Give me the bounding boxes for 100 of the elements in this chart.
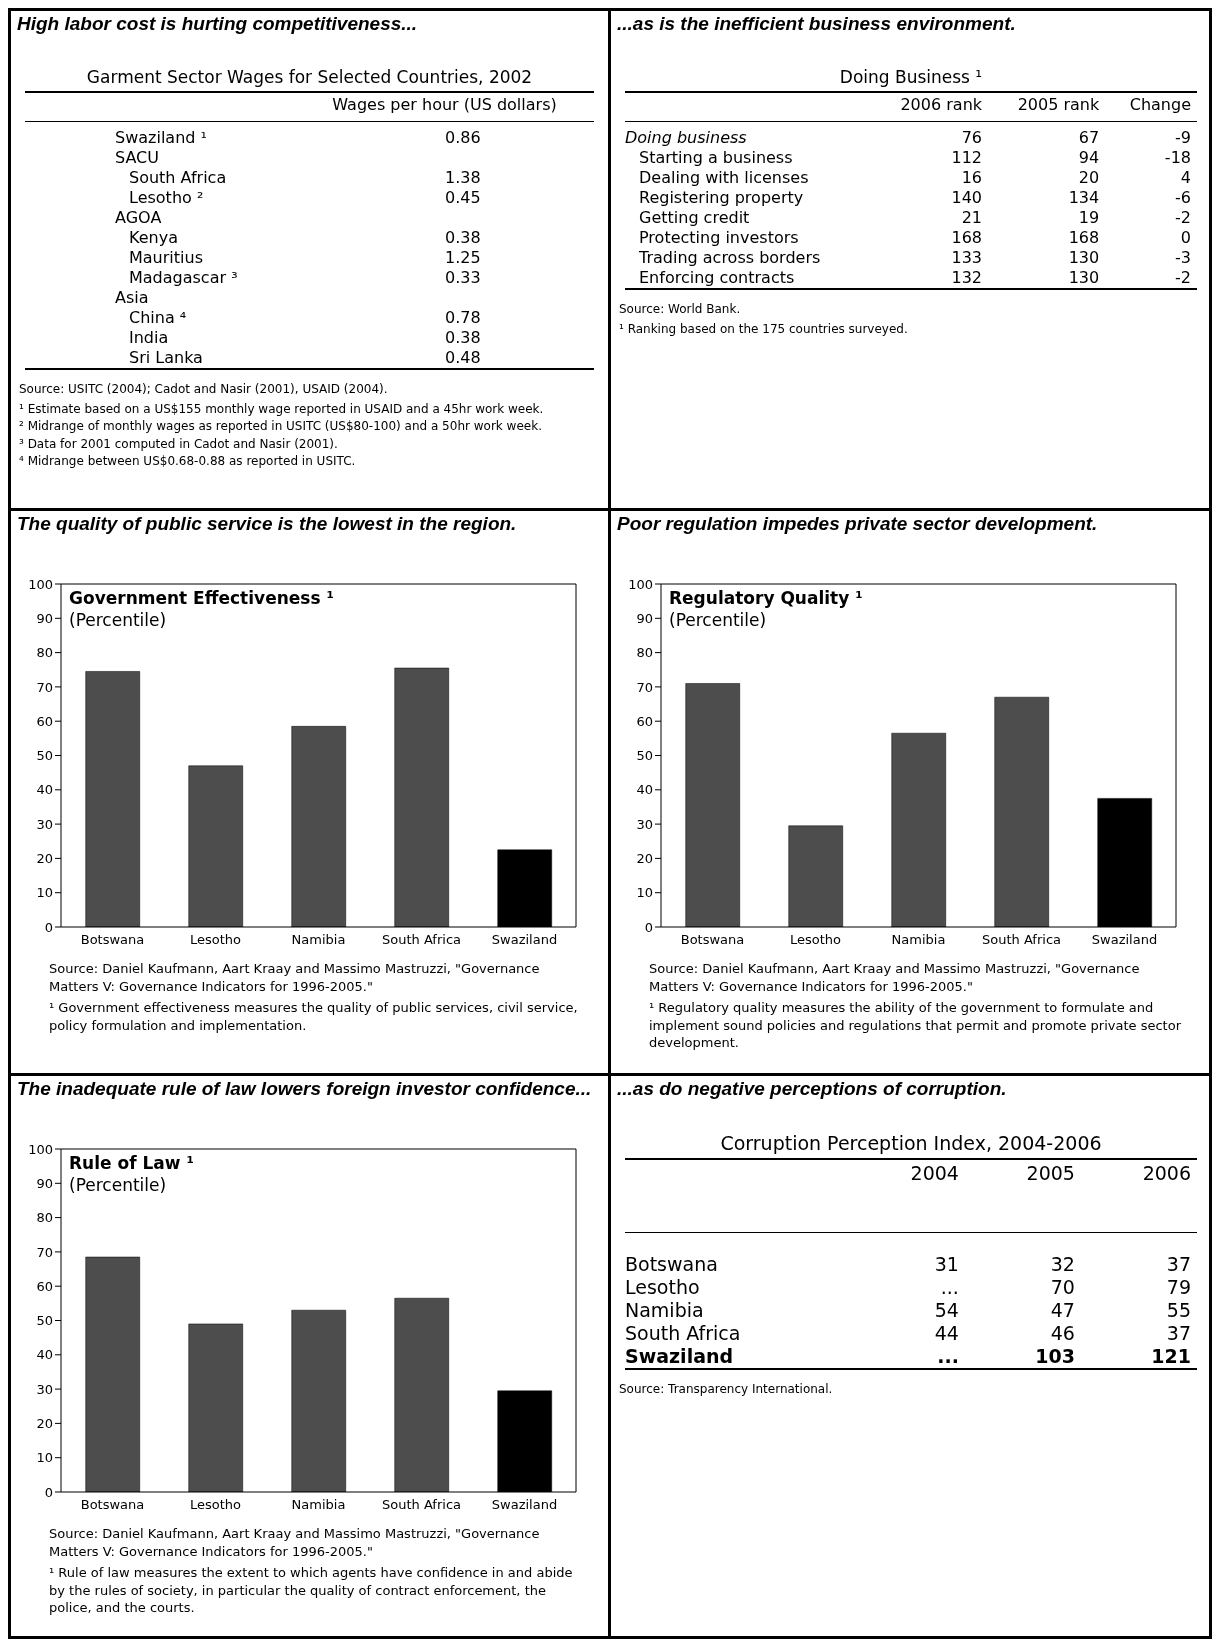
data-label: 67 (1077, 127, 1101, 148)
x-tick-label: Swaziland (491, 1497, 558, 1513)
data-label: 0.48 (444, 348, 482, 369)
data-label: 0.45 (444, 188, 482, 208)
y-tick-label: 0 (44, 919, 53, 935)
y-tick-label: 60 (636, 713, 653, 729)
y-tick-label: 60 (36, 713, 53, 729)
data-label: 70 (1049, 1276, 1076, 1299)
data-label: 0.38 (444, 328, 482, 348)
data-label: 1.25 (444, 248, 482, 268)
text: Garment Sector Wages for Selected Countries, 2002 (85, 67, 534, 87)
y-tick-label: 50 (636, 748, 653, 764)
x-tick-label: Botswana (680, 932, 745, 948)
y-tick-label: 70 (36, 679, 53, 695)
text: ³ Data for 2001 computed in Cadot and Nasir (2001). (19, 435, 339, 452)
x-tick-label: Lesotho (789, 932, 842, 948)
category-label: Lesotho ² (128, 188, 205, 208)
category-label: Sri Lanka (128, 348, 204, 369)
data-label: 47 (1049, 1299, 1076, 1322)
data-label: 94 (1077, 148, 1101, 168)
data-label: 168 (950, 228, 984, 248)
category-label: Dealing with licenses (638, 168, 810, 188)
y-tick-label: 60 (36, 1278, 53, 1294)
y-tick-label: 0 (44, 1484, 53, 1500)
data-label: 134 (1067, 188, 1101, 208)
x-tick-label: Namibia (291, 932, 346, 948)
data-label: 0.38 (444, 228, 482, 248)
y-tick-label: 100 (28, 576, 53, 592)
data-label: -6 (1174, 188, 1192, 208)
data-label: 31 (933, 1252, 960, 1276)
data-label: -18 (1163, 148, 1192, 168)
data-label: 130 (1067, 248, 1101, 268)
text: Wages per hour (US dollars) (331, 94, 558, 116)
data-label: -2 (1174, 268, 1192, 289)
x-tick-label: Namibia (891, 932, 946, 948)
text: 2006 (1141, 1161, 1192, 1186)
data-label: 46 (1049, 1322, 1076, 1345)
data-label: ... (939, 1276, 960, 1299)
data-label: ... (936, 1345, 960, 1369)
category-label: Protecting investors (638, 228, 800, 248)
text: ¹ Rule of law measures the extent to which agents have confidence in and abide by the rules of society, in particular the quality of contract enforcement, the police, and the courts. (49, 1564, 574, 1617)
x-tick-label: South Africa (982, 932, 1061, 948)
y-axis-title: (Percentile) (669, 609, 768, 632)
category-label: Enforcing contracts (638, 268, 796, 289)
data-label: 55 (1165, 1299, 1192, 1322)
data-label: 20 (1077, 168, 1101, 188)
y-tick-label: 30 (36, 1381, 53, 1397)
category-label: Registering property (638, 188, 805, 208)
text: 2006 rank (899, 94, 984, 116)
x-tick-label: Swaziland (491, 932, 558, 948)
y-tick-label: 0 (644, 919, 653, 935)
category-label: Doing business (625, 127, 748, 148)
text: 2005 (1025, 1161, 1076, 1186)
text: ¹ Government effectiveness measures the quality of public services, civil service, policy formulation and implementation. (49, 999, 579, 1035)
y-tick-label: 80 (636, 645, 653, 661)
text: ² Midrange of monthly wages as reported in USITC (US$80-100) and a 50hr work week. (19, 418, 543, 435)
source-note: Source: Daniel Kaufmann, Aart Kraay and Massimo Mastruzzi, "Governance Matters V: Governance Indicators for 1996-2005." (649, 960, 1141, 996)
y-tick-label: 50 (36, 748, 53, 764)
category-label: South Africa (128, 168, 228, 188)
data-label: 16 (960, 168, 984, 188)
data-label: 132 (950, 268, 984, 289)
y-tick-label: 10 (36, 1450, 53, 1466)
y-tick-label: 70 (636, 679, 653, 695)
y-tick-label: 90 (36, 610, 53, 626)
source-note: Source: World Bank. (619, 301, 742, 318)
x-tick-label: South Africa (382, 932, 461, 948)
y-tick-label: 80 (36, 1210, 53, 1226)
y-axis-title: (Percentile) (69, 1174, 168, 1197)
chart-title: The inadequate rule of law lowers foreign investor confidence... (16, 1077, 593, 1101)
text: Change (1128, 94, 1192, 116)
chart-title: Poor regulation impedes private sector development. (616, 512, 1099, 536)
source-note: Source: Transparency International. (619, 1381, 834, 1398)
category-label: Kenya (128, 228, 179, 248)
x-tick-label: Botswana (80, 1497, 145, 1513)
x-tick-label: Namibia (291, 1497, 346, 1513)
data-label: 54 (933, 1299, 960, 1322)
text: ...as is the inefficient business environment. (616, 12, 1017, 36)
x-tick-label: Botswana (80, 932, 145, 948)
y-tick-label: 10 (36, 885, 53, 901)
category-label: Starting a business (638, 148, 794, 168)
data-label: 4 (1179, 168, 1192, 188)
category-label: Botswana (625, 1252, 719, 1276)
y-tick-label: 20 (36, 851, 53, 867)
data-label: 1.38 (444, 168, 482, 188)
category-label: Swaziland (625, 1345, 735, 1369)
y-tick-label: 40 (36, 782, 53, 798)
chart-title: The quality of public service is the lowest in the region. (16, 512, 518, 536)
y-tick-label: 10 (636, 885, 653, 901)
data-label: 112 (950, 148, 984, 168)
data-label: 76 (960, 127, 984, 148)
y-tick-label: 100 (628, 576, 653, 592)
y-tick-label: 30 (636, 816, 653, 832)
source-note: Source: Daniel Kaufmann, Aart Kraay and Massimo Mastruzzi, "Governance Matters V: Governance Indicators for 1996-2005." (49, 1525, 541, 1561)
category-label: Getting credit (638, 208, 751, 228)
text: 2005 rank (1016, 94, 1101, 116)
source-note: Source: USITC (2004); Cadot and Nasir (2001), USAID (2004). (19, 381, 389, 398)
text: High labor cost is hurting competitiveness... (16, 12, 419, 36)
y-tick-label: 100 (28, 1141, 53, 1157)
y-axis-title: (Percentile) (69, 609, 168, 632)
data-label: 130 (1067, 268, 1101, 289)
